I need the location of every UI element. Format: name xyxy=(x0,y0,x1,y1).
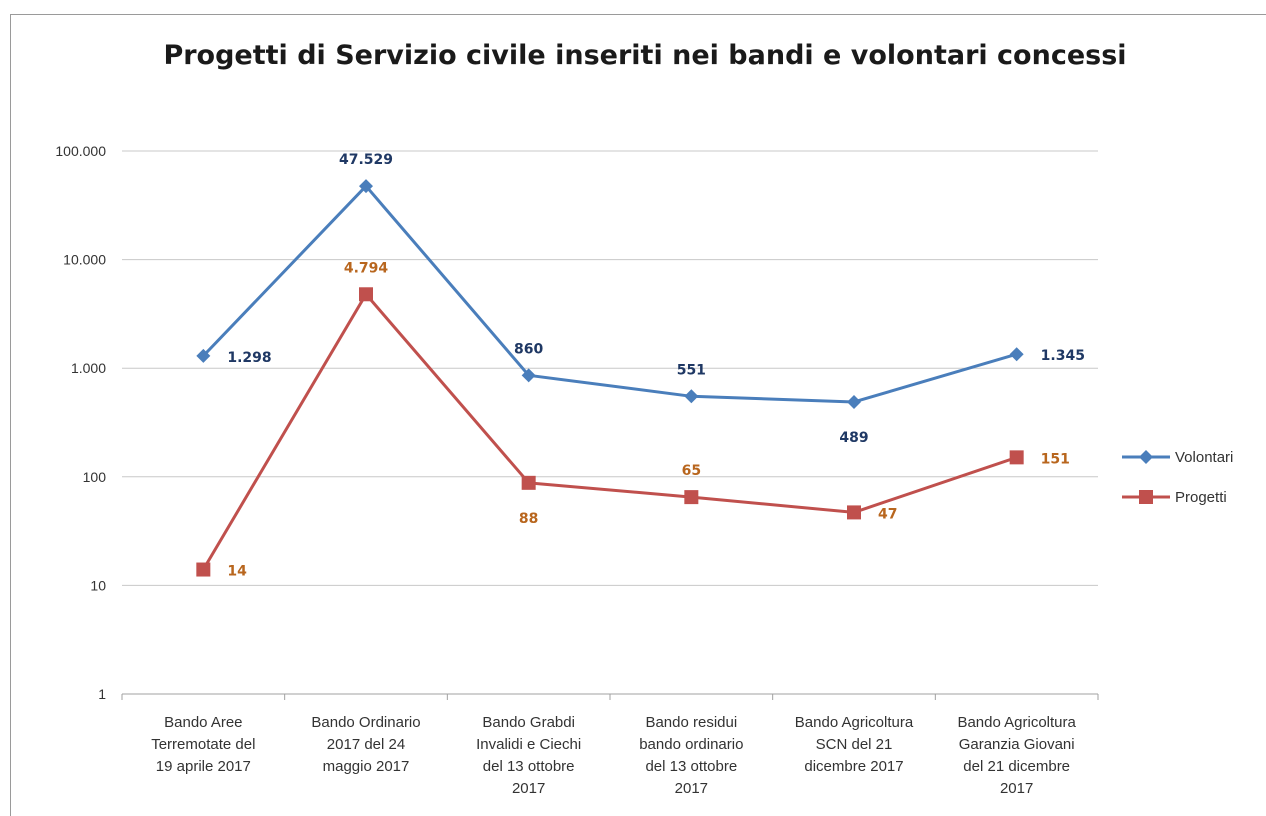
y-tick-label: 1.000 xyxy=(71,360,106,376)
x-tick-label: Bando Grabdi Invalidi e Ciechi del 13 otto… xyxy=(476,714,581,797)
volontari-data-label: 489 xyxy=(839,430,868,446)
volontari-line xyxy=(202,184,1018,404)
y-tick-label: 10 xyxy=(90,577,106,593)
progetti-data-label: 14 xyxy=(227,564,247,580)
chart-frame xyxy=(10,14,1266,816)
progetti-point xyxy=(1009,450,1024,465)
volontari-point xyxy=(1009,347,1024,362)
legend-volontari-marker xyxy=(1139,450,1153,464)
progetti-point xyxy=(847,505,861,520)
x-tick-label: Bando residui bando ordinario del 13 ottob… xyxy=(639,714,743,797)
x-tick-label: Bando Agricoltura Garanzia Giovani del 21 … xyxy=(957,714,1076,797)
progetti-point xyxy=(684,490,699,505)
x-tick-label: Bando Agricoltura SCN del 21 dicembre 2017 xyxy=(795,714,914,775)
progetti-line xyxy=(202,292,1018,571)
volontari-data-label: 1.345 xyxy=(1041,348,1085,364)
progetti-point xyxy=(196,562,211,577)
volontari-data-label: 551 xyxy=(677,362,706,378)
progetti-point xyxy=(359,287,373,302)
y-tick-label: 10.000 xyxy=(63,252,106,268)
y-tick-label: 100 xyxy=(83,469,107,485)
volontari-data-label: 47.529 xyxy=(339,152,393,168)
volontari-point xyxy=(196,348,211,363)
progetti-data-label: 88 xyxy=(519,511,538,527)
progetti-data-label: 4.794 xyxy=(344,260,389,276)
volontari-point xyxy=(359,179,373,194)
volontari-point xyxy=(521,368,536,383)
legend-volontari-label: Volontari xyxy=(1175,449,1233,466)
x-tick-label: Bando Aree Terremotate del 19 aprile 2017 xyxy=(151,714,255,775)
progetti-point xyxy=(521,475,536,490)
progetti-data-label: 151 xyxy=(1041,451,1070,467)
progetti-data-label: 47 xyxy=(878,506,897,522)
x-tick-label: Bando Ordinario 2017 del 24 maggio 2017 xyxy=(311,714,420,775)
legend-progetti-label: Progetti xyxy=(1175,489,1227,506)
volontari-point xyxy=(684,389,699,404)
chart-title: Progetti di Servizio civile inseriti nei… xyxy=(163,40,1127,71)
legend-progetti-marker xyxy=(1139,490,1153,504)
volontari-data-label: 1.298 xyxy=(227,350,271,366)
y-tick-label: 100.000 xyxy=(55,143,106,159)
progetti-data-label: 65 xyxy=(682,463,701,479)
y-tick-label: 1 xyxy=(98,686,106,702)
volontari-data-label: 860 xyxy=(514,341,543,357)
volontari-point xyxy=(847,394,861,409)
